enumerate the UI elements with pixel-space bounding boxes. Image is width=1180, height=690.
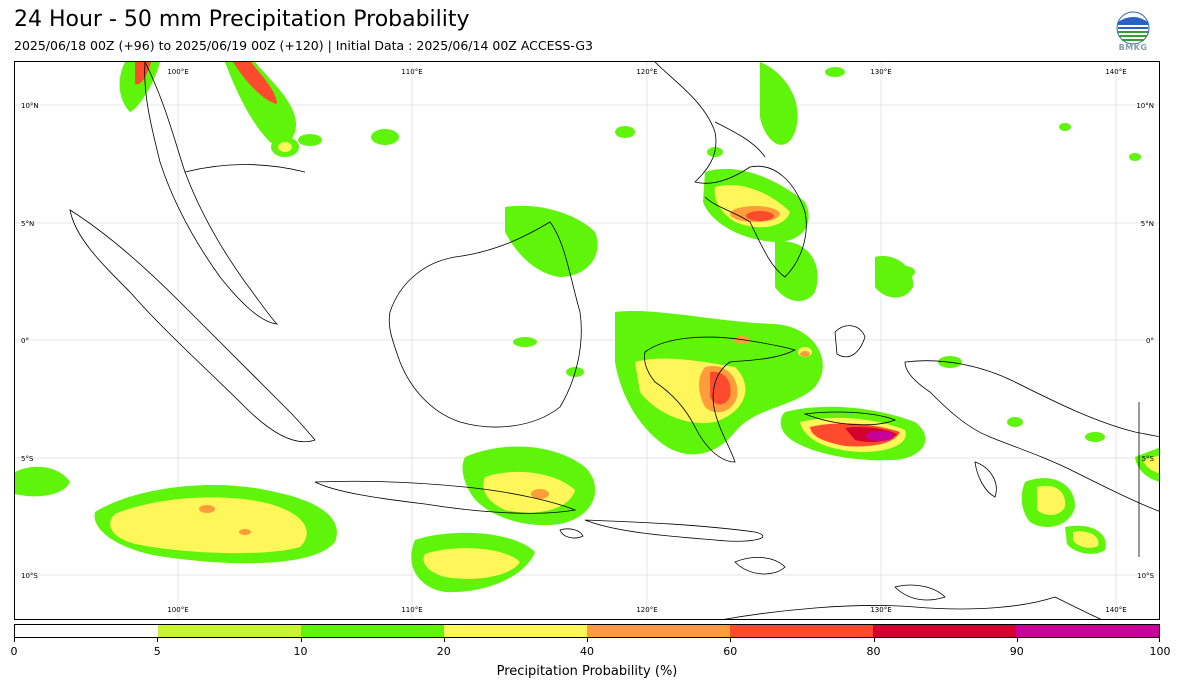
lat-label: 5°N (1141, 220, 1154, 228)
colorbar-tick-label: 0 (10, 645, 18, 658)
lat-label: 10°N (21, 102, 39, 110)
chart-title: 24 Hour - 50 mm Precipitation Probabilit… (14, 7, 470, 32)
lon-label: 100°E (167, 606, 188, 614)
colorbar-tick-label: 5 (153, 645, 161, 658)
precip-field (15, 62, 1159, 593)
colorbar-segment (158, 625, 301, 637)
lon-label: 110°E (401, 606, 422, 614)
colorbar-tick (1159, 638, 1160, 642)
colorbar-segment (15, 625, 158, 637)
colorbar-tick-label: 20 (436, 645, 451, 658)
lon-label: 130°E (870, 68, 891, 76)
map-panel: 100°E 110°E 120°E 130°E 140°E 100°E 110°… (14, 61, 1160, 620)
map-canvas: 100°E 110°E 120°E 130°E 140°E 100°E 110°… (15, 62, 1159, 619)
lon-labels-bottom: 100°E 110°E 120°E 130°E 140°E (167, 606, 1126, 614)
colorbar-title: Precipitation Probability (%) (496, 664, 678, 679)
chart-subtitle: 2025/06/18 00Z (+96) to 2025/06/19 00Z (… (14, 38, 593, 53)
colorbar-tick (443, 638, 445, 642)
lon-label: 110°E (401, 68, 422, 76)
colorbar-tick-label: 90 (1009, 645, 1024, 658)
colorbar-tick (730, 638, 732, 642)
colorbar-tick (1016, 638, 1018, 642)
coastlines (69, 62, 1159, 619)
lat-label: 10°S (1137, 572, 1154, 580)
colorbar-tick (587, 638, 588, 642)
graticule (15, 62, 1159, 619)
bmkg-logo-text: BMKG (1118, 43, 1148, 52)
lon-label: 100°E (167, 68, 188, 76)
lon-label: 120°E (636, 68, 657, 76)
colorbar-tick-label: 10 (293, 645, 308, 658)
colorbar-tick (873, 638, 875, 642)
lon-label: 140°E (1105, 68, 1126, 76)
lat-label: 10°N (1136, 102, 1154, 110)
lat-label: 5°S (21, 455, 34, 463)
colorbar-tick (157, 638, 159, 642)
colorbar-segment (587, 625, 730, 637)
lat-labels-left: 10°N 5°N 0° 5°S 10°S (21, 102, 39, 580)
lon-label: 130°E (870, 606, 891, 614)
colorbar-tick-label: 40 (580, 645, 594, 658)
lat-label: 0° (1146, 337, 1154, 345)
colorbar-segment (873, 625, 1016, 637)
colorbar (14, 624, 1160, 638)
colorbar-segment (730, 625, 873, 637)
lat-label: 10°S (21, 572, 38, 580)
lon-label: 140°E (1105, 606, 1126, 614)
lat-label: 5°S (1142, 455, 1155, 463)
lat-label: 5°N (21, 220, 34, 228)
colorbar-tick-label: 60 (723, 645, 738, 658)
lat-labels-right: 10°N 5°N 0° 5°S 10°S (1136, 102, 1154, 580)
colorbar-tick-label: 80 (866, 645, 881, 658)
colorbar-segment (444, 625, 587, 637)
colorbar-tick (14, 638, 15, 642)
colorbar-segment (1016, 625, 1159, 637)
colorbar-segment (301, 625, 444, 637)
bmkg-logo-icon (1116, 11, 1150, 45)
lon-label: 120°E (636, 606, 657, 614)
colorbar-tick (300, 638, 302, 642)
lon-labels-top: 100°E 110°E 120°E 130°E 140°E (167, 68, 1126, 76)
colorbar-tick-label: 100 (1149, 645, 1171, 658)
lat-label: 0° (21, 337, 29, 345)
